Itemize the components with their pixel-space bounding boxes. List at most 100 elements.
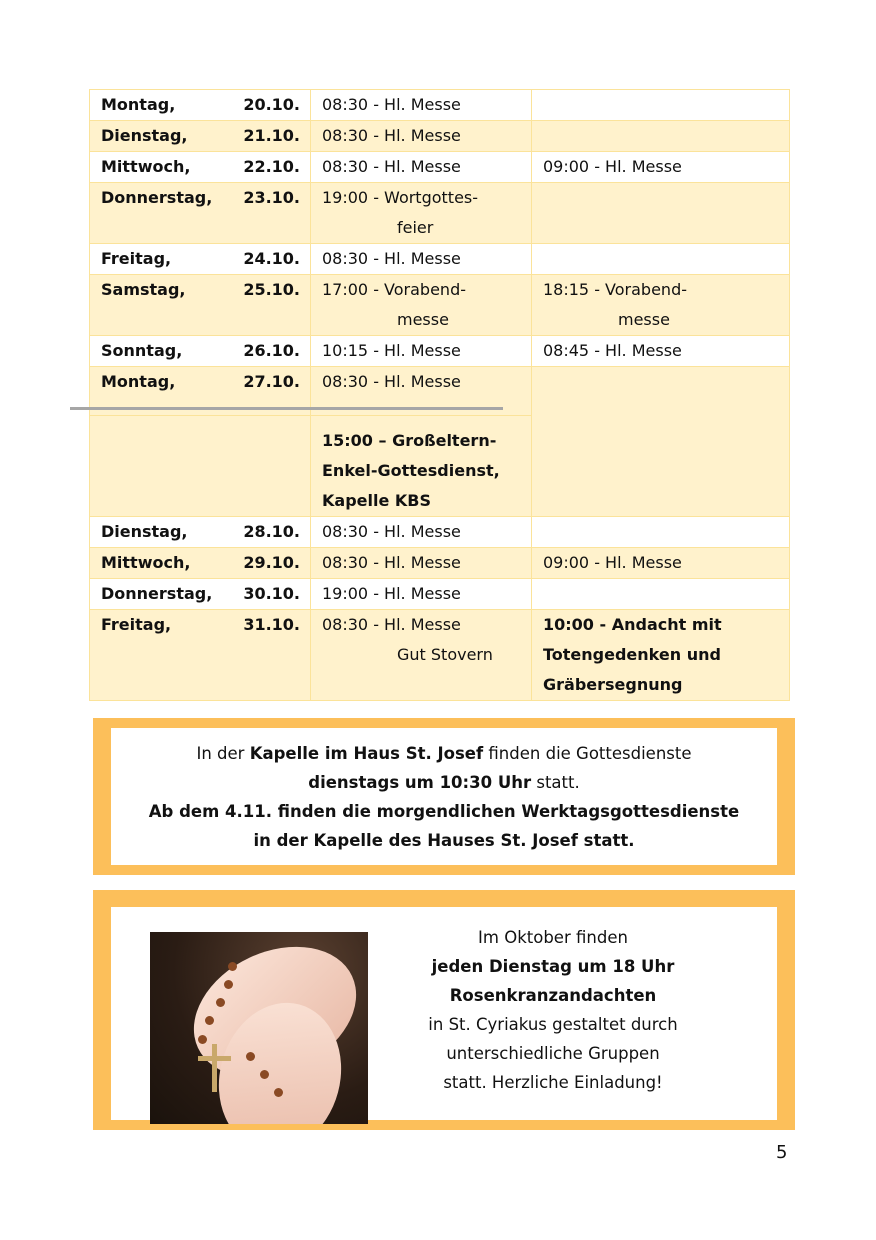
entry-cell: 09:00 - Hl. Messe <box>531 151 790 183</box>
day-name: Mittwoch, <box>101 157 191 176</box>
notice-line: in St. Cyriakus gestaltet durch <box>428 1015 678 1034</box>
table-row: Donnerstag, 23.10. 19:00 - Wortgottes-feie… <box>89 182 790 244</box>
entry-line: 09:00 - Hl. Messe <box>543 157 682 176</box>
entry-line: 08:30 - Hl. Messe <box>322 372 461 391</box>
entry-line: 15:00 – Großeltern- <box>322 431 497 450</box>
entry-line: messe <box>397 310 449 329</box>
entry-line: Kapelle KBS <box>322 491 432 510</box>
day-name: Freitag, <box>101 615 172 634</box>
entry-cell: 08:45 - Hl. Messe <box>531 335 790 367</box>
date: 25.10. <box>243 280 300 299</box>
entry-line: 09:00 - Hl. Messe <box>543 553 682 572</box>
day-name: Samstag, <box>101 280 186 299</box>
entry-cell <box>531 120 790 152</box>
table-row: Montag, 20.10. 08:30 - Hl. Messe <box>89 89 790 121</box>
entry-line: 18:15 - Vorabend- <box>543 280 687 299</box>
entry-line: 10:15 - Hl. Messe <box>322 341 461 360</box>
entry-cell: 09:00 - Hl. Messe <box>531 547 790 579</box>
day-name: Montag, <box>101 372 176 391</box>
entry-cell <box>531 243 790 275</box>
entry-line: 19:00 - Wortgottes- <box>322 188 479 207</box>
day-cell: Donnerstag, 23.10. <box>89 182 311 244</box>
entry-line: 08:45 - Hl. Messe <box>543 341 682 360</box>
date: 30.10. <box>243 584 300 603</box>
table-row: Mittwoch, 29.10. 08:30 - Hl. Messe 09:00 - … <box>89 547 790 579</box>
date: 20.10. <box>243 95 300 114</box>
entry-cell: 08:30 - Hl. Messe <box>310 243 532 275</box>
entry-cell: 08:30 - Hl. Messe <box>310 89 532 121</box>
entry-line: messe <box>618 310 670 329</box>
day-name: Dienstag, <box>101 126 188 145</box>
date: 29.10. <box>243 553 300 572</box>
date: 26.10. <box>243 341 300 360</box>
day-name: Dienstag, <box>101 522 188 541</box>
notice-line: in der Kapelle des Hauses St. Josef stat… <box>253 831 635 850</box>
notice-line: Ab dem 4.11. finden die morgendlichen We… <box>148 802 740 821</box>
notice-line: jeden Dienstag um 18 Uhr <box>431 957 675 976</box>
entry-line: Enkel-Gottesdienst, <box>322 461 500 480</box>
entry-line: 19:00 - Hl. Messe <box>322 584 461 603</box>
entry-cell <box>531 578 790 610</box>
day-cell: Mittwoch, 29.10. <box>89 547 311 579</box>
notice-line: In der Kapelle im Haus St. Josef finden … <box>196 744 692 763</box>
date: 21.10. <box>243 126 300 145</box>
entry-cell <box>531 366 790 517</box>
day-name: Donnerstag, <box>101 584 213 603</box>
day-cell: Samstag, 25.10. <box>89 274 311 336</box>
entry-cell: 19:00 - Wortgottes-feier <box>310 182 532 244</box>
entry-cell: 08:30 - Hl. Messe <box>310 151 532 183</box>
day-name: Mittwoch, <box>101 553 191 572</box>
table-row: Freitag, 31.10. 08:30 - Hl. Messe Gut Stove… <box>89 609 790 701</box>
notice-box-rosenkranz: Im Oktober finden jeden Dienstag um 18 U… <box>93 890 795 1130</box>
entry-cell: 08:30 - Hl. Messe <box>310 516 532 548</box>
entry-line: 17:00 - Vorabend- <box>322 280 466 299</box>
date: 23.10. <box>243 188 300 207</box>
table-row: 15:00 – Großeltern- Enkel-Gottesdienst, Ka… <box>89 415 790 517</box>
entry-cell <box>531 89 790 121</box>
day-name: Sonntag, <box>101 341 183 360</box>
notice-line: statt. Herzliche Einladung! <box>443 1073 663 1092</box>
entry-cell: 10:15 - Hl. Messe <box>310 335 532 367</box>
entry-cell: 15:00 – Großeltern- Enkel-Gottesdienst, Ka… <box>310 415 532 517</box>
table-row: Samstag, 25.10. 17:00 - Vorabend-messe 18:1… <box>89 274 790 336</box>
entry-line: 08:30 - Hl. Messe <box>322 553 461 572</box>
day-cell: Mittwoch, 22.10. <box>89 151 311 183</box>
day-cell: Sonntag, 26.10. <box>89 335 311 367</box>
day-name: Montag, <box>101 95 176 114</box>
entry-cell: 18:15 - Vorabend-messe <box>531 274 790 336</box>
day-cell: Freitag, 24.10. <box>89 243 311 275</box>
schedule-table: Montag, 20.10. 08:30 - Hl. Messe Dienstag, 2… <box>89 89 790 701</box>
entry-line: 08:30 - Hl. Messe <box>322 95 461 114</box>
day-cell: Dienstag, 28.10. <box>89 516 311 548</box>
day-cell: Montag, 20.10. <box>89 89 311 121</box>
notice-box-kapelle: In der Kapelle im Haus St. Josef finden … <box>93 718 795 875</box>
entry-cell <box>531 516 790 548</box>
entry-line: Gut Stovern <box>397 645 493 664</box>
day-cell <box>89 415 311 517</box>
table-row: Sonntag, 26.10. 10:15 - Hl. Messe 08:45 - H… <box>89 335 790 367</box>
date: 28.10. <box>243 522 300 541</box>
day-cell: Freitag, 31.10. <box>89 609 311 701</box>
table-row: Mittwoch, 22.10. 08:30 - Hl. Messe 09:00 - … <box>89 151 790 183</box>
table-row: Dienstag, 28.10. 08:30 - Hl. Messe <box>89 516 790 548</box>
day-name: Freitag, <box>101 249 172 268</box>
date: 27.10. <box>243 372 300 391</box>
entry-line: 08:30 - Hl. Messe <box>322 157 461 176</box>
date: 22.10. <box>243 157 300 176</box>
date: 24.10. <box>243 249 300 268</box>
entry-cell <box>531 182 790 244</box>
praying-hands-rosary-image <box>150 932 368 1124</box>
entry-cell: 19:00 - Hl. Messe <box>310 578 532 610</box>
entry-line: 08:30 - Hl. Messe <box>322 522 461 541</box>
entry-line: 08:30 - Hl. Messe <box>322 615 461 634</box>
day-cell: Donnerstag, 30.10. <box>89 578 311 610</box>
day-name: Donnerstag, <box>101 188 213 207</box>
entry-cell: 10:00 - Andacht mit Totengedenken und Gräb… <box>531 609 790 701</box>
table-row: Donnerstag, 30.10. 19:00 - Hl. Messe <box>89 578 790 610</box>
table-row: Dienstag, 21.10. 08:30 - Hl. Messe <box>89 120 790 152</box>
entry-cell: 08:30 - Hl. Messe <box>310 547 532 579</box>
table-row: Freitag, 24.10. 08:30 - Hl. Messe <box>89 243 790 275</box>
notice-line: Im Oktober finden <box>478 928 628 947</box>
page-number: 5 <box>776 1142 788 1163</box>
entry-cell: 08:30 - Hl. Messe Gut Stovern <box>310 609 532 701</box>
